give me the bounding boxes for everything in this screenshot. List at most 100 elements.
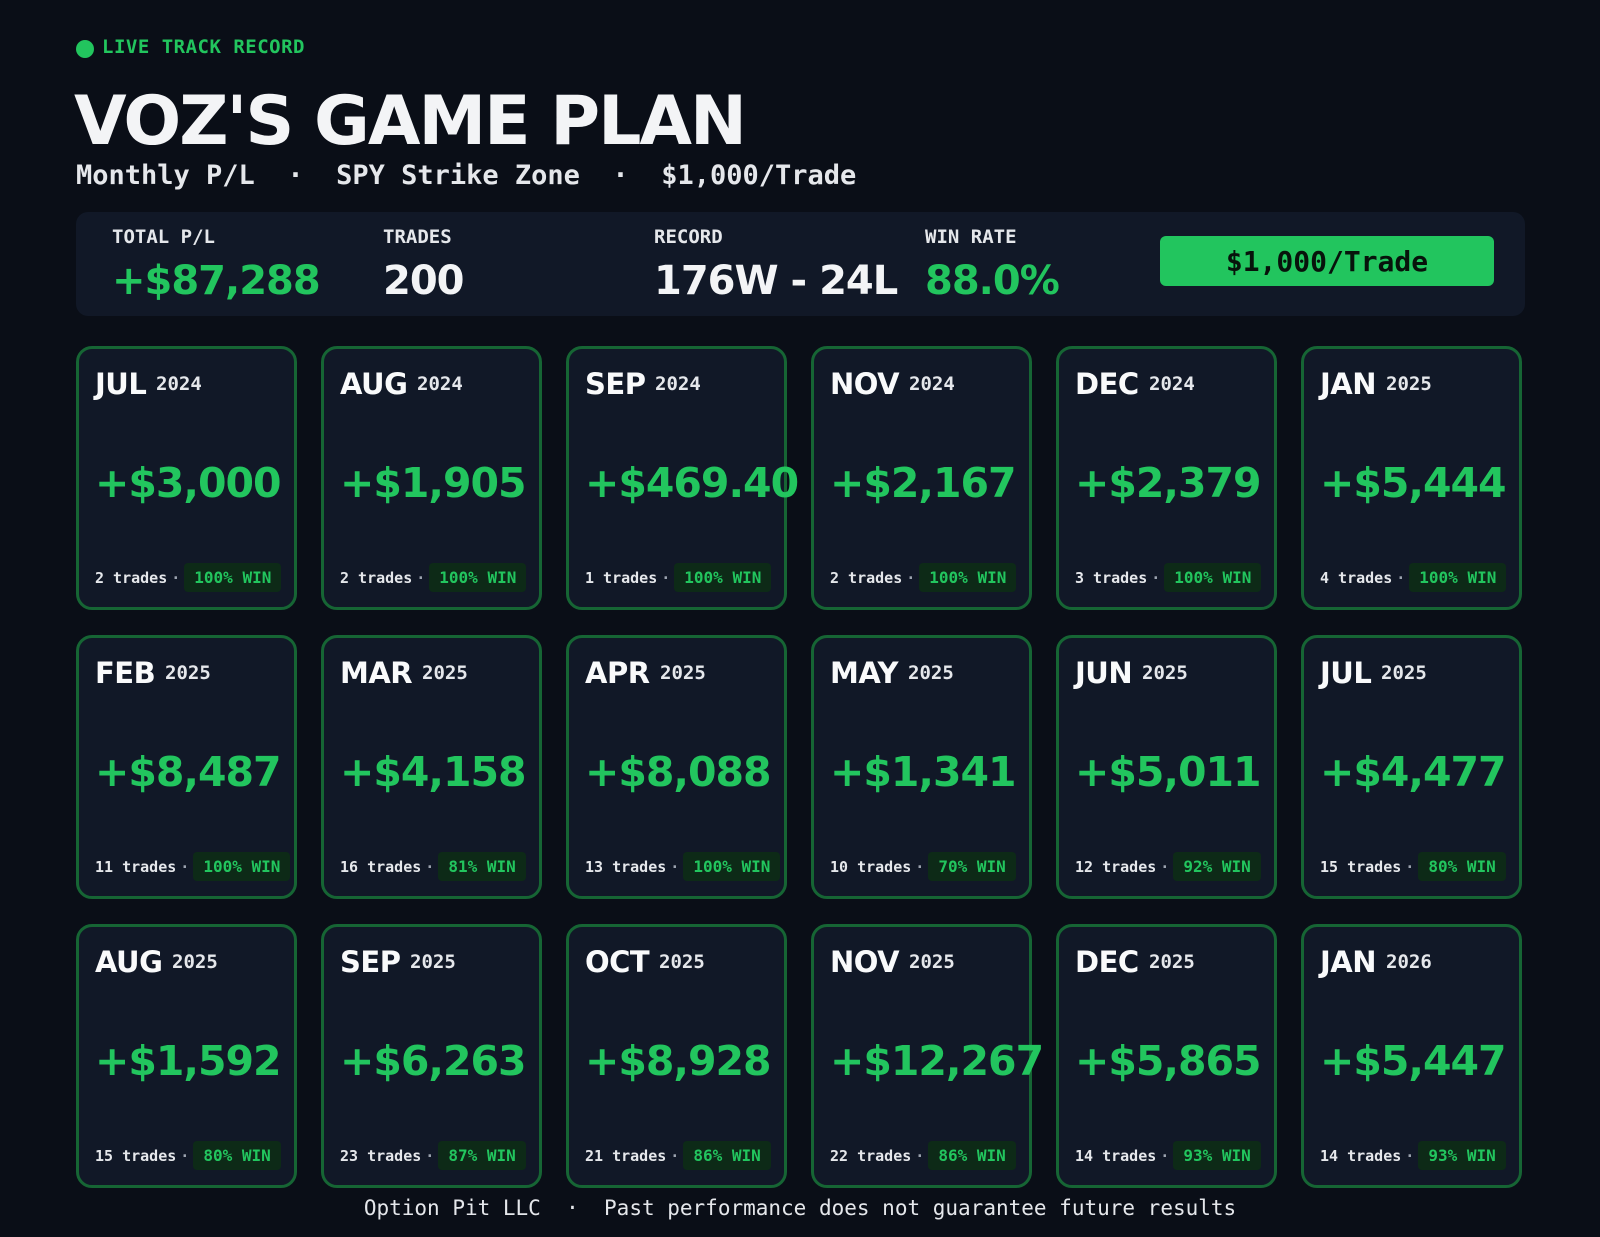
month-pl-value: +$5,444 [1320,459,1507,507]
month-card-footer: 10 trades · 70% WIN [830,852,1017,881]
month-name: FEB [95,656,156,690]
month-card-footer: 4 trades · 100% WIN [1320,563,1507,592]
win-rate-badge: 87% WIN [438,1141,526,1170]
separator-dot: · [1396,568,1406,587]
month-year: 2025 [165,662,211,684]
month-trade-count: 4 trades [1320,568,1393,587]
month-card-footer: 12 trades · 92% WIN [1075,852,1262,881]
month-pl-value: +$4,158 [340,748,527,796]
stat-trades-value: 200 [383,258,464,304]
month-name: AUG [95,945,163,979]
win-rate-badge: 70% WIN [928,852,1016,881]
win-rate-badge: 100% WIN [1409,563,1507,592]
month-name: NOV [830,367,900,401]
win-rate-badge: 86% WIN [928,1141,1016,1170]
month-year: 2025 [410,951,456,973]
month-trade-count: 15 trades [95,1146,177,1165]
month-card: SEP 2025 +$6,263 23 trades · 87% WIN [321,924,542,1188]
month-card-footer: 15 trades · 80% WIN [95,1141,282,1170]
win-rate-badge: 80% WIN [193,1141,281,1170]
month-trade-count: 1 trades [585,568,658,587]
month-card: JAN 2026 +$5,447 14 trades · 93% WIN [1301,924,1522,1188]
month-card-footer: 21 trades · 86% WIN [585,1141,772,1170]
month-trade-count: 11 trades [95,857,177,876]
month-trade-count: 3 trades [1075,568,1148,587]
month-pl-value: +$2,167 [830,459,1017,507]
month-card: JUL 2024 +$3,000 2 trades · 100% WIN [76,346,297,610]
separator-dot: · [416,568,426,587]
month-year: 2025 [422,662,468,684]
month-pl-value: +$1,341 [830,748,1017,796]
month-name: DEC [1075,945,1139,979]
month-card: NOV 2024 +$2,167 2 trades · 100% WIN [811,346,1032,610]
month-name: MAY [830,656,899,690]
month-card: AUG 2024 +$1,905 2 trades · 100% WIN [321,346,542,610]
month-trade-count: 10 trades [830,857,912,876]
month-trade-count: 14 trades [1075,1146,1157,1165]
month-name: SEP [585,367,646,401]
live-track-record-indicator: LIVE TRACK RECORD [76,36,305,58]
month-card-footer: 2 trades · 100% WIN [95,563,282,592]
month-card: DEC 2025 +$5,865 14 trades · 93% WIN [1056,924,1277,1188]
month-card-footer: 14 trades · 93% WIN [1075,1141,1262,1170]
month-trade-count: 13 trades [585,857,667,876]
separator-dot: · [1160,857,1170,876]
win-rate-badge: 100% WIN [1164,563,1262,592]
month-year: 2025 [660,662,706,684]
win-rate-badge: 93% WIN [1173,1141,1261,1170]
month-trade-count: 14 trades [1320,1146,1402,1165]
month-pl-value: +$1,905 [340,459,527,507]
win-rate-badge: 80% WIN [1418,852,1506,881]
month-pl-value: +$8,487 [95,748,282,796]
month-card: DEC 2024 +$2,379 3 trades · 100% WIN [1056,346,1277,610]
month-pl-value: +$3,000 [95,459,282,507]
month-year: 2025 [1381,662,1427,684]
month-pl-value: +$8,928 [585,1037,772,1085]
stat-win-rate-label: WIN RATE [925,226,1017,248]
month-card: JAN 2025 +$5,444 4 trades · 100% WIN [1301,346,1522,610]
month-year: 2025 [659,951,705,973]
month-trade-count: 21 trades [585,1146,667,1165]
stat-record-label: RECORD [654,226,723,248]
live-status-dot-icon [76,39,94,58]
month-pl-value: +$5,865 [1075,1037,1262,1085]
month-year: 2024 [156,373,202,395]
month-year: 2024 [417,373,463,395]
month-year: 2025 [172,951,218,973]
month-card-footer: 11 trades · 100% WIN [95,852,291,881]
stat-total-pl-value: +$87,288 [112,258,321,304]
separator-dot: · [915,857,925,876]
month-trade-count: 2 trades [830,568,903,587]
month-trade-count: 23 trades [340,1146,422,1165]
month-name: JAN [1320,945,1377,979]
separator-dot: · [1405,857,1415,876]
month-card-footer: 23 trades · 87% WIN [340,1141,527,1170]
per-trade-button[interactable]: $1,000/Trade [1160,236,1494,286]
separator-dot: · [1405,1146,1415,1165]
month-year: 2025 [1149,951,1195,973]
month-card-footer: 22 trades · 86% WIN [830,1141,1017,1170]
month-year: 2025 [909,951,955,973]
month-card: JUL 2025 +$4,477 15 trades · 80% WIN [1301,635,1522,899]
month-trade-count: 2 trades [340,568,413,587]
separator-dot: · [1151,568,1161,587]
stat-total-pl-label: TOTAL P/L [112,226,215,248]
month-name: JAN [1320,367,1377,401]
separator-dot: · [425,857,435,876]
month-name: JUN [1075,656,1133,690]
page-subtitle: Monthly P/L · SPY Strike Zone · $1,000/T… [76,160,857,191]
stat-record-value: 176W - 24L [654,258,898,304]
month-name: APR [585,656,650,690]
month-card: AUG 2025 +$1,592 15 trades · 80% WIN [76,924,297,1188]
month-card-footer: 2 trades · 100% WIN [340,563,527,592]
win-rate-badge: 92% WIN [1173,852,1261,881]
month-trade-count: 12 trades [1075,857,1157,876]
month-year: 2026 [1386,951,1432,973]
month-card-footer: 3 trades · 100% WIN [1075,563,1262,592]
month-card-footer: 15 trades · 80% WIN [1320,852,1507,881]
month-pl-value: +$2,379 [1075,459,1262,507]
month-card-footer: 14 trades · 93% WIN [1320,1141,1507,1170]
month-name: SEP [340,945,401,979]
month-pl-value: +$4,477 [1320,748,1507,796]
month-card-footer: 1 trades · 100% WIN [585,563,772,592]
